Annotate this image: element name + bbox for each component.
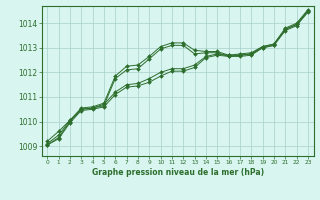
X-axis label: Graphe pression niveau de la mer (hPa): Graphe pression niveau de la mer (hPa) — [92, 168, 264, 177]
